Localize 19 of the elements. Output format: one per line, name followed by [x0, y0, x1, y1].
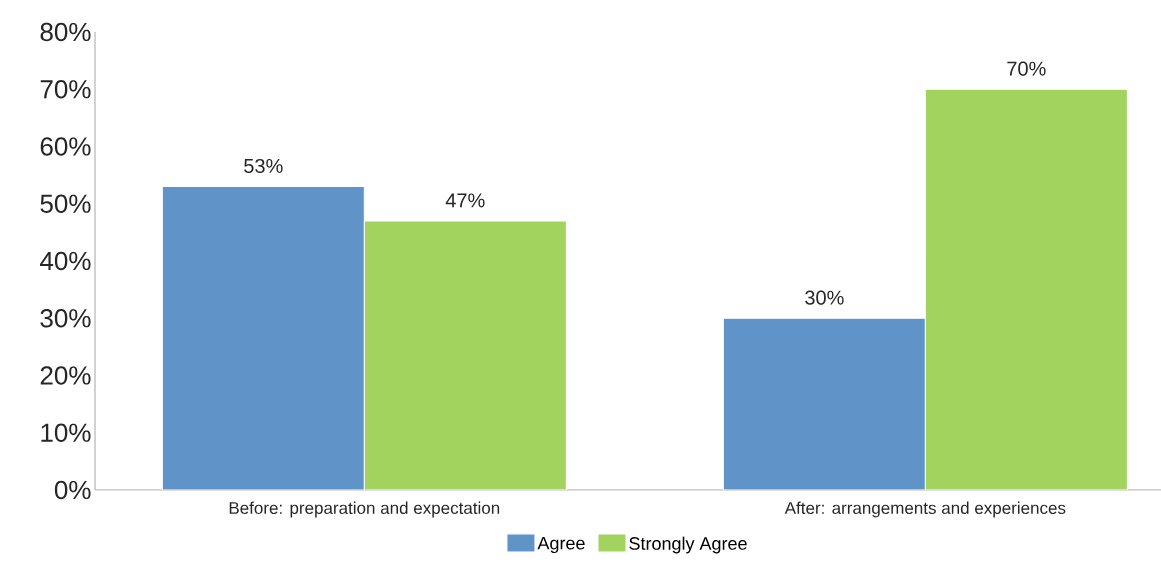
- bar: [722, 317, 926, 490]
- data-label: 53%: [244, 158, 283, 174]
- legend-label: Agree: [537, 536, 585, 554]
- x-tick-label: After: arrangements and experiences: [784, 501, 1066, 518]
- data-label: 30%: [805, 290, 844, 305]
- data-label: 70%: [1007, 61, 1046, 76]
- y-tick-label: 20%: [40, 366, 91, 385]
- y-tick-label: 40%: [40, 251, 91, 271]
- y-tick-label: 50%: [40, 194, 91, 213]
- y-tick-label: 0%: [54, 480, 91, 500]
- y-tick-label: 10%: [41, 423, 91, 442]
- y-tick-label: 80%: [40, 22, 91, 42]
- y-tick-label: 60%: [40, 137, 91, 156]
- data-label: 47%: [445, 193, 485, 208]
- x-tick-label: Before: preparation and expectation: [229, 501, 500, 518]
- y-tick-label: 70%: [40, 80, 91, 99]
- legend-label: Strongly Agree: [629, 536, 747, 554]
- bar: [161, 186, 365, 490]
- y-tick-label: 30%: [40, 309, 91, 328]
